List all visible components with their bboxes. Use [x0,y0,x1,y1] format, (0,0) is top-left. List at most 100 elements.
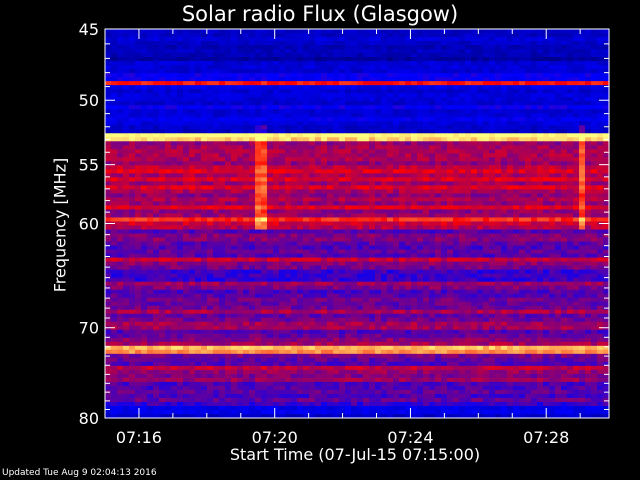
heatmap-cell [483,153,490,158]
heatmap-cell [321,45,328,50]
heatmap-cell [447,109,454,114]
heatmap-cell [195,257,202,263]
heatmap-cell [543,153,550,158]
heatmap-cell [225,89,232,94]
heatmap-cell [123,209,130,215]
heatmap-cell [531,133,538,138]
heatmap-cell [429,145,436,150]
heatmap-cell [555,233,562,239]
heatmap-cell [429,249,436,255]
heatmap-cell [237,149,244,154]
heatmap-cell [423,149,430,154]
heatmap-cell [189,169,196,174]
heatmap-cell [357,117,364,122]
heatmap-cell [267,69,274,74]
heatmap-cell [603,109,610,114]
heatmap-cell [585,109,592,114]
heatmap-cell [147,205,154,211]
heatmap-cell [507,29,514,34]
heatmap-cell [321,37,328,42]
heatmap-cell [177,77,184,82]
heatmap-cell [411,221,418,227]
heatmap-cell [177,49,184,54]
heatmap-cell [549,173,556,178]
heatmap-cell [399,141,406,146]
heatmap-cell [237,205,244,211]
heatmap-cell [351,237,358,243]
heatmap-cell [279,49,286,54]
heatmap-cell [447,101,454,106]
heatmap-cell [471,57,478,62]
heatmap-cell [237,133,244,138]
heatmap-cell [303,249,310,255]
heatmap-cell [549,197,556,203]
heatmap-cell [597,173,604,178]
heatmap-cell [483,229,490,235]
heatmap-cell [543,245,550,251]
heatmap-cell [159,197,166,203]
heatmap-cell [399,33,406,38]
heatmap-cell [477,221,484,227]
heatmap-cell [543,249,550,255]
heatmap-cell [501,97,508,102]
heatmap-cell [375,125,382,130]
heatmap-cell [525,153,532,158]
heatmap-cell [585,29,592,34]
heatmap-cell [519,61,526,66]
heatmap-cell [279,173,286,178]
heatmap-cell [555,229,562,235]
heatmap-cell [477,41,484,46]
heatmap-cell [249,185,256,191]
heatmap-cell [459,237,466,243]
heatmap-cell [471,137,478,142]
heatmap-cell [105,93,112,98]
heatmap-cell [471,177,478,182]
heatmap-cell [171,121,178,126]
heatmap-cell [207,113,214,118]
heatmap-cell [189,29,196,34]
heatmap-cell [141,165,148,170]
heatmap-cell [357,209,364,215]
heatmap-cell [123,69,130,74]
heatmap-cell [585,77,592,82]
heatmap-cell [195,141,202,146]
heatmap-cell [183,197,190,203]
heatmap-cell [219,185,226,191]
heatmap-cell [195,205,202,211]
heatmap-cell [549,81,556,86]
heatmap-cell [321,253,328,259]
heatmap-cell [345,149,352,154]
heatmap-cell [369,141,376,146]
heatmap-cell [285,101,292,106]
heatmap-cell [351,41,358,46]
heatmap-cell [447,221,454,227]
heatmap-cell [381,185,388,191]
heatmap-cell [279,33,286,38]
heatmap-cell [501,241,508,247]
heatmap-cell [261,185,268,191]
heatmap-cell [183,225,190,231]
heatmap-cell [267,237,274,243]
heatmap-cell [537,201,544,207]
heatmap-cell [309,81,316,86]
heatmap-cell [549,53,556,58]
heatmap-cell [507,237,514,243]
heatmap-cell [213,41,220,46]
heatmap-cell [591,73,598,78]
heatmap-cell [171,157,178,162]
heatmap-cell [567,213,574,219]
heatmap-cell [273,169,280,174]
heatmap-cell [417,121,424,126]
heatmap-cell [567,233,574,239]
heatmap-cell [243,233,250,239]
heatmap-cell [285,93,292,98]
heatmap-cell [327,37,334,42]
heatmap-cell [225,189,232,195]
heatmap-cell [477,153,484,158]
heatmap-cell [195,177,202,182]
heatmap-cell [579,81,586,86]
heatmap-cell [321,205,328,211]
heatmap-cell [555,177,562,182]
heatmap-cell [159,57,166,62]
heatmap-cell [441,257,448,263]
